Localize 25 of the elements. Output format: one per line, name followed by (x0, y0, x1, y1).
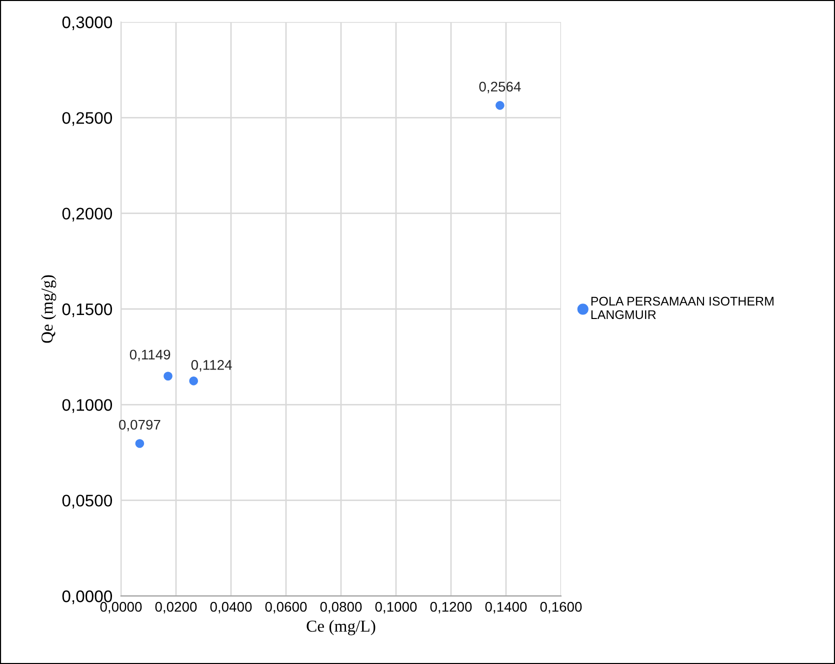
x-tick-label: 0,0800 (320, 602, 362, 614)
data-label: 0,1124 (191, 360, 232, 372)
x-tick-label: 0,1000 (375, 602, 417, 614)
y-tick-label: 0,1000 (62, 399, 112, 413)
data-label: 0,2564 (479, 82, 521, 94)
point (164, 372, 172, 381)
y-tick-label: 0,3000 (62, 16, 112, 30)
data-label: 0,1149 (130, 350, 170, 362)
point (135, 439, 144, 448)
x-tick-label: 0,0600 (265, 602, 307, 614)
x-tick-label: 0,1400 (485, 602, 527, 614)
y-tick-label: 0,2000 (62, 208, 112, 222)
y-tick-label: 0,1500 (62, 303, 112, 318)
x-tick-label: 0,1200 (430, 602, 472, 614)
point (189, 376, 198, 386)
x-tick-label: 0,0400 (210, 602, 252, 614)
x-axis-title: Ce (mg/L) (306, 620, 376, 636)
x-tick-label: 0,0200 (155, 602, 197, 614)
legend-label: POLA PERSAMAAN ISOTHERM LANGMUIR (591, 296, 774, 320)
point (496, 101, 504, 110)
y-tick-label: 0,2500 (62, 112, 112, 126)
data-label: 0,0797 (119, 420, 160, 432)
y-tick-label: 0,0500 (62, 494, 112, 509)
y-axis-title: Qe (mg/g) (40, 275, 56, 343)
x-tick-label: 0,1600 (540, 602, 582, 614)
